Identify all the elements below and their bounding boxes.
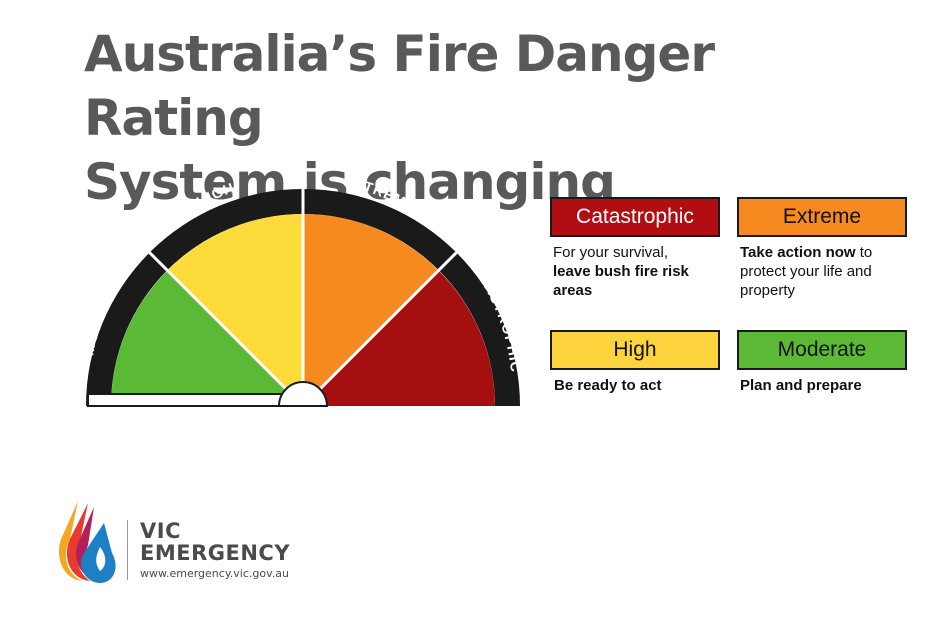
legend-high-box: High [550,330,720,370]
legend-moderate-box: Moderate [737,330,907,370]
legend-moderate-label: Moderate [777,338,867,361]
legend-extreme-label: Extreme [782,205,862,228]
gauge-segment-catastrophic [303,270,495,406]
legend-catastrophic-desc: For your survival, leave bush fire risk … [553,244,689,299]
legend-extreme-desc: Take action now to protect your life and… [740,244,873,299]
logo-divider [127,520,128,580]
fire-danger-gauge: MODERATE HIGH EXTREME CATASTROPHIC [80,180,523,408]
logo-url: www.emergency.vic.gov.au [140,567,289,580]
legend-high-label: High [613,338,657,361]
legend-high-desc: Be ready to act [554,377,662,394]
title-line-1: Australia’s Fire Danger Rating [84,25,715,147]
vic-emergency-logo-icon [58,501,116,583]
legend-catastrophic-label: Catastrophic [576,205,694,228]
gauge-segment-high [167,214,303,406]
gauge-segment-extreme [303,214,439,406]
logo-name-line-2: EMERGENCY [140,541,291,565]
legend-catastrophic-box: Catastrophic [550,197,720,237]
legend-moderate-desc: Plan and prepare [740,377,862,394]
gauge-segment-moderate [111,270,303,406]
page-title: Australia’s Fire Danger Rating System is… [84,22,904,214]
legend-extreme-box: Extreme [737,197,907,237]
logo-name-line-1: VIC [140,519,181,543]
logo-wordmark: VIC EMERGENCY [140,520,290,564]
